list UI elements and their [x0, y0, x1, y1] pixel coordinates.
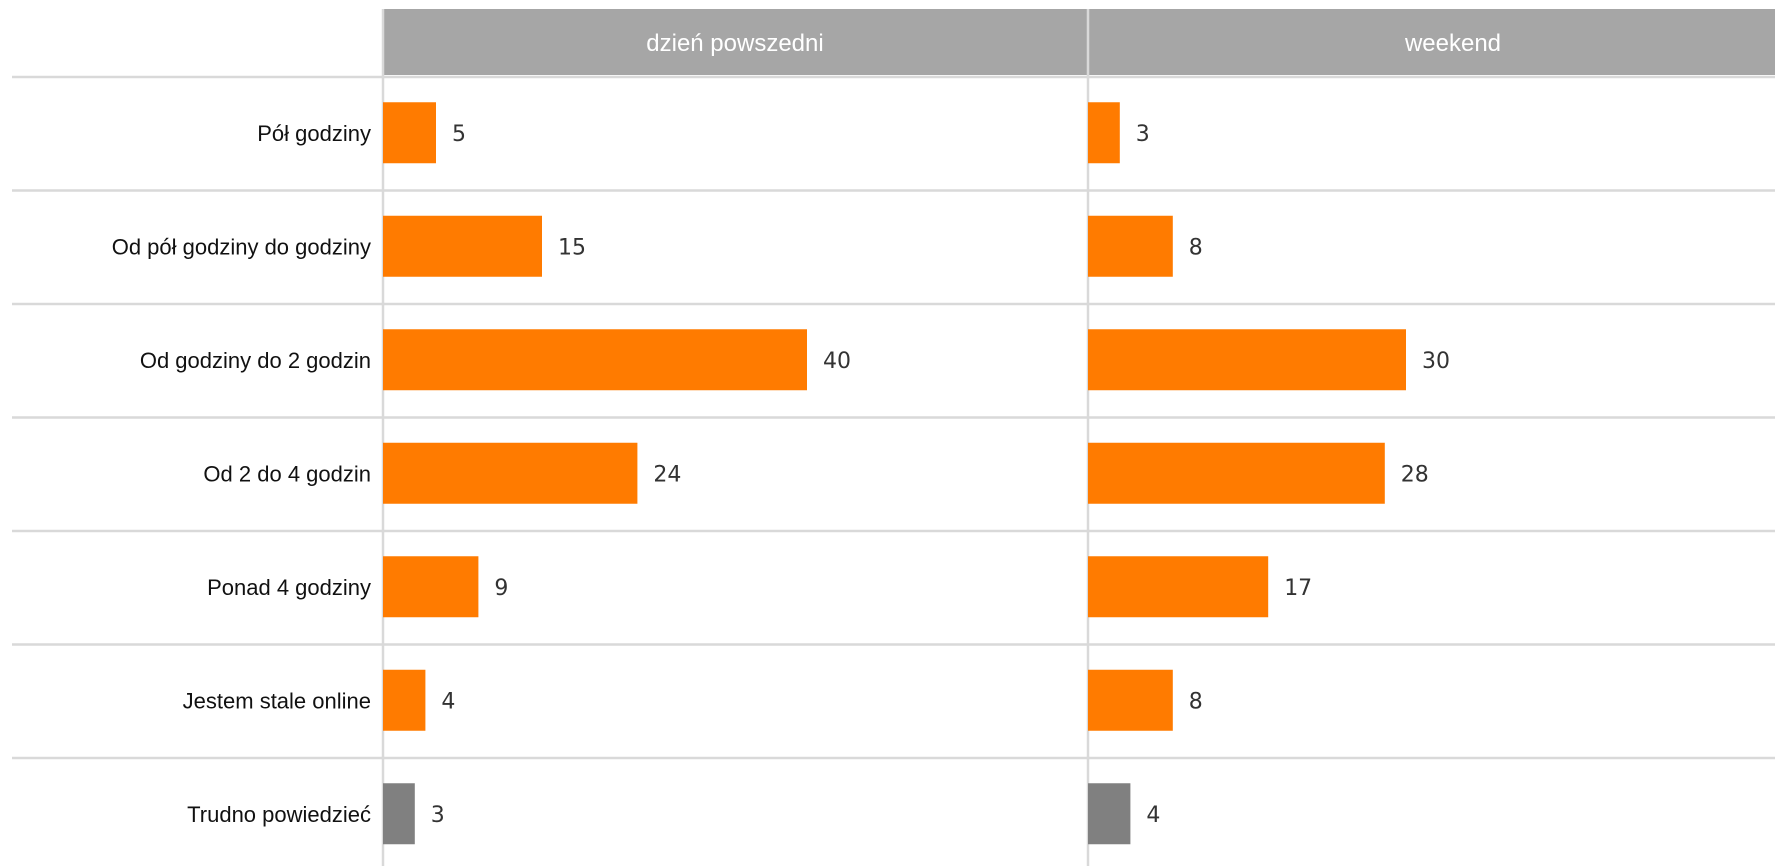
bar-dzien_powszedni: [383, 442, 638, 504]
value-label-dzien_powszedni: 5: [452, 122, 466, 147]
bar-dzien_powszedni: [383, 215, 542, 277]
bar-dzien_powszedni: [383, 783, 415, 845]
value-label-dzien_powszedni: 4: [441, 689, 455, 714]
facet-header-weekday: dzień powszedni: [646, 30, 823, 57]
bar-weekend: [1088, 783, 1131, 845]
bar-weekend: [1088, 669, 1173, 731]
bar-weekend: [1088, 329, 1406, 391]
value-label-weekend: 8: [1189, 235, 1203, 260]
bar-dzien_powszedni: [383, 556, 479, 618]
bar-dzien_powszedni: [383, 102, 436, 164]
value-label-dzien_powszedni: 15: [558, 235, 586, 260]
value-label-weekend: 8: [1189, 689, 1203, 714]
value-label-dzien_powszedni: 9: [494, 576, 508, 601]
bar-weekend: [1088, 442, 1385, 504]
value-label-weekend: 4: [1146, 803, 1160, 828]
bar-dzien_powszedni: [383, 669, 426, 731]
value-label-dzien_powszedni: 3: [431, 803, 445, 828]
bar-weekend: [1088, 215, 1173, 277]
category-label: Od pół godziny do godziny: [112, 234, 371, 259]
bar-weekend: [1088, 102, 1120, 164]
value-label-weekend: 17: [1284, 576, 1312, 601]
category-label: Od godziny do 2 godzin: [140, 348, 371, 373]
category-label: Ponad 4 godziny: [207, 575, 371, 600]
value-label-weekend: 3: [1136, 122, 1150, 147]
category-label: Od 2 do 4 godzin: [203, 461, 371, 486]
value-label-dzien_powszedni: 40: [823, 349, 851, 374]
value-label-dzien_powszedni: 24: [653, 462, 681, 487]
category-label: Jestem stale online: [183, 688, 371, 713]
facet-header-weekend-bg: [1089, 9, 1775, 75]
category-label: Trudno powiedzieć: [187, 802, 371, 827]
bar-weekend: [1088, 556, 1269, 618]
category-label: Pół godziny: [257, 121, 371, 146]
facet-header-weekend: weekend: [1404, 30, 1501, 57]
bar-dzien_powszedni: [383, 329, 807, 391]
value-label-weekend: 30: [1422, 349, 1450, 374]
facet-header-weekday-bg: [383, 9, 1087, 75]
value-label-weekend: 28: [1401, 462, 1429, 487]
